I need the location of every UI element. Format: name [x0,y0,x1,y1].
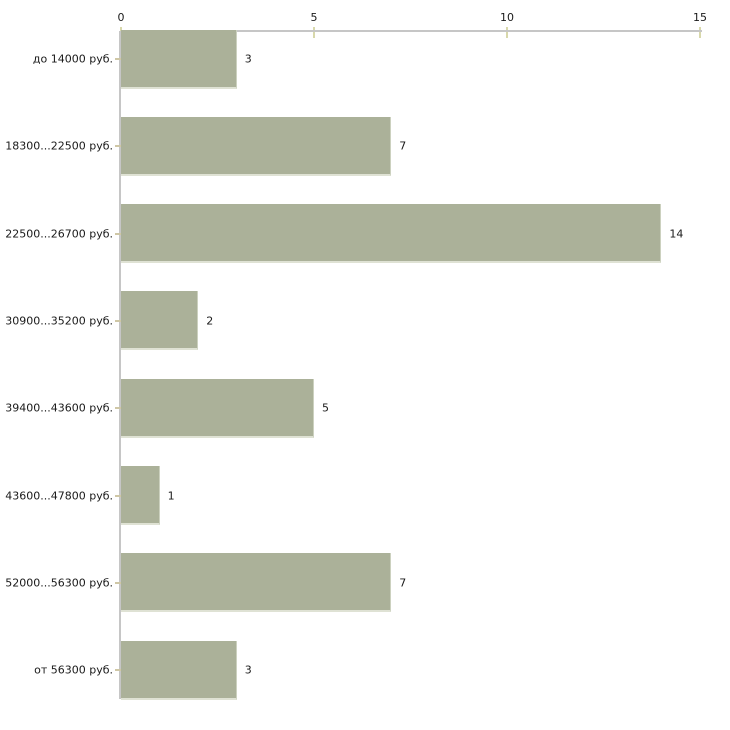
value-label: 3 [244,663,252,677]
x-tick-mark [699,27,701,38]
category-label: 30900...35200 руб. [5,314,113,328]
value-label: 1 [167,489,175,502]
y-tick-mark [115,319,121,322]
x-tick-label: 0 [117,11,125,24]
category-label: 18300...22500 руб. [5,139,113,153]
value-label: 5 [322,401,329,415]
y-tick-mark [115,407,121,410]
y-tick-mark [115,494,121,497]
bar [121,29,237,89]
category-label: 52000...56300 руб. [5,576,113,590]
category-label: от 56300 руб. [34,663,113,677]
category-label: 22500...26700 руб. [5,227,113,241]
y-tick-mark [115,58,121,60]
value-label: 3 [244,52,252,66]
bar [121,378,314,438]
bar [121,116,392,176]
value-label: 2 [206,314,214,328]
value-label: 7 [399,139,407,153]
category-label: 39400...43600 руб. [5,401,113,415]
bar [121,640,237,700]
y-tick-mark [115,669,121,672]
category-label: до 14000 руб. [32,52,113,66]
value-label: 14 [669,227,684,241]
y-tick-mark [115,232,121,235]
y-tick-mark [115,581,121,584]
category-label: 43600...47800 руб. [5,489,113,502]
x-tick-label: 10 [500,11,514,24]
bar [121,466,160,525]
y-axis-line [119,31,121,699]
x-axis-line [121,30,702,32]
value-label: 7 [399,576,407,590]
x-tick-mark [506,27,508,38]
y-tick-mark [115,145,121,148]
bar [121,204,662,264]
bar [121,553,392,613]
x-tick-label: 5 [310,11,318,24]
bar [121,291,199,351]
x-tick-mark [313,27,315,38]
x-tick-label: 15 [693,11,707,24]
